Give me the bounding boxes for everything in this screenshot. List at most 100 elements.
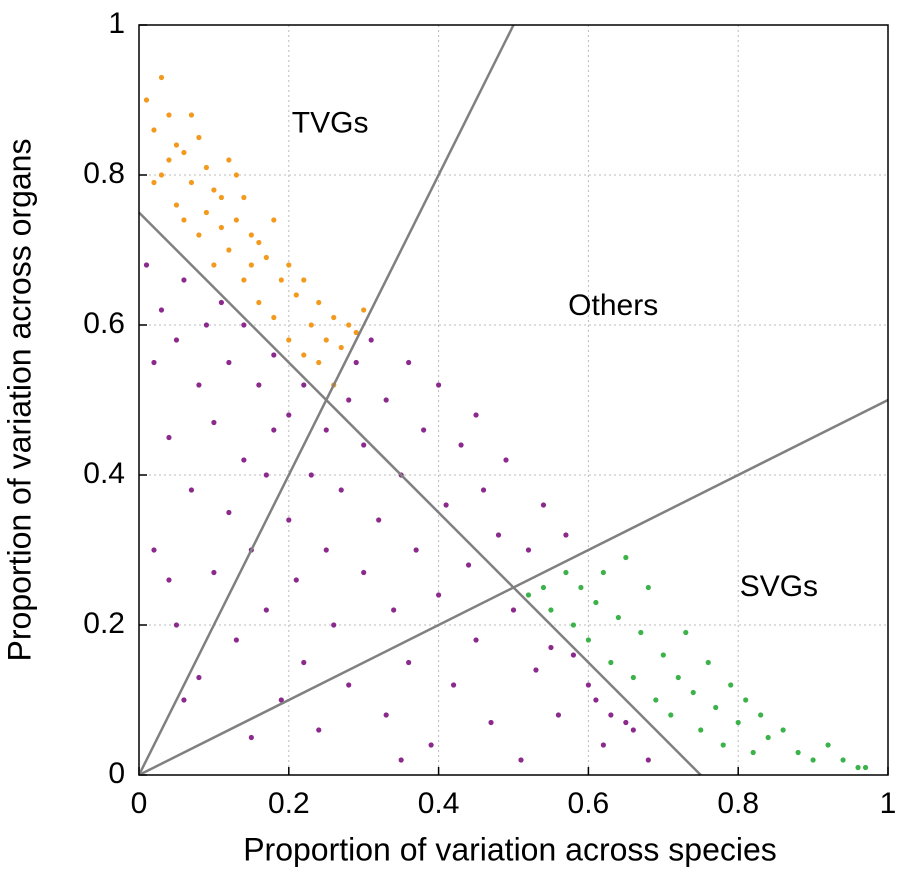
point bbox=[278, 697, 284, 703]
point bbox=[211, 569, 217, 576]
point bbox=[196, 134, 202, 141]
point bbox=[346, 682, 352, 688]
point bbox=[510, 607, 517, 613]
point bbox=[211, 187, 217, 193]
point bbox=[301, 352, 307, 358]
point bbox=[465, 562, 472, 568]
point bbox=[271, 352, 277, 358]
point bbox=[293, 292, 299, 298]
point bbox=[196, 232, 202, 238]
region-label: Others bbox=[568, 289, 658, 322]
point bbox=[728, 682, 734, 688]
point bbox=[158, 74, 165, 81]
point bbox=[218, 194, 224, 201]
point bbox=[608, 659, 614, 666]
y-tick-label: 0.2 bbox=[83, 607, 125, 640]
point bbox=[623, 719, 629, 726]
point bbox=[578, 584, 584, 591]
point bbox=[488, 719, 494, 726]
point bbox=[338, 344, 344, 351]
point bbox=[158, 172, 165, 178]
point bbox=[780, 727, 786, 733]
point bbox=[525, 547, 532, 553]
point bbox=[323, 427, 329, 433]
point bbox=[173, 142, 180, 148]
point bbox=[518, 757, 524, 763]
divider-line bbox=[137, 24, 515, 776]
point bbox=[203, 322, 210, 328]
point bbox=[248, 232, 254, 238]
point bbox=[226, 247, 232, 253]
point bbox=[158, 307, 165, 313]
point bbox=[248, 262, 254, 268]
point bbox=[421, 427, 427, 433]
y-tick-label: 0.8 bbox=[83, 157, 125, 190]
point bbox=[256, 239, 262, 246]
point bbox=[473, 637, 479, 643]
point bbox=[316, 359, 322, 366]
point bbox=[181, 277, 187, 283]
plot-frame bbox=[138, 24, 889, 776]
point bbox=[226, 359, 232, 366]
x-tick-label: 0 bbox=[131, 787, 148, 820]
point bbox=[241, 322, 247, 328]
point bbox=[450, 682, 457, 688]
point bbox=[570, 622, 577, 628]
point bbox=[241, 194, 247, 201]
point bbox=[862, 764, 869, 771]
point bbox=[525, 592, 532, 598]
point bbox=[323, 547, 329, 553]
region-label: SVGs bbox=[740, 570, 818, 603]
point bbox=[286, 337, 292, 343]
point bbox=[316, 299, 322, 306]
point bbox=[436, 592, 442, 598]
point bbox=[293, 577, 299, 583]
divider-line bbox=[138, 211, 702, 776]
point bbox=[233, 637, 239, 643]
point bbox=[645, 757, 651, 763]
point bbox=[413, 547, 419, 553]
point bbox=[638, 629, 644, 636]
point bbox=[630, 727, 636, 733]
point bbox=[173, 622, 180, 628]
point bbox=[713, 704, 719, 711]
point bbox=[353, 329, 359, 336]
point bbox=[383, 397, 389, 403]
point bbox=[173, 202, 180, 208]
point bbox=[308, 472, 314, 478]
point bbox=[361, 307, 367, 313]
point bbox=[331, 314, 337, 321]
point bbox=[668, 712, 674, 718]
point bbox=[645, 584, 651, 591]
point bbox=[301, 277, 307, 283]
point bbox=[825, 742, 831, 748]
point bbox=[503, 457, 509, 463]
point bbox=[593, 599, 599, 606]
point bbox=[188, 487, 195, 493]
point bbox=[323, 337, 329, 343]
point bbox=[540, 502, 547, 508]
point bbox=[331, 622, 337, 628]
point bbox=[271, 427, 277, 433]
point bbox=[406, 659, 412, 666]
point bbox=[615, 614, 621, 621]
point bbox=[278, 277, 284, 283]
divider-line bbox=[138, 398, 889, 777]
point bbox=[263, 254, 269, 261]
point bbox=[286, 412, 292, 418]
point bbox=[346, 397, 352, 403]
point bbox=[151, 127, 157, 133]
point bbox=[720, 742, 726, 748]
point bbox=[810, 757, 816, 763]
point bbox=[233, 217, 239, 223]
point bbox=[608, 712, 614, 718]
point bbox=[406, 359, 412, 366]
point bbox=[428, 742, 434, 748]
point bbox=[436, 382, 442, 388]
point bbox=[166, 157, 172, 163]
point bbox=[570, 652, 577, 658]
point bbox=[316, 727, 322, 733]
point bbox=[203, 164, 210, 171]
point bbox=[226, 157, 232, 163]
